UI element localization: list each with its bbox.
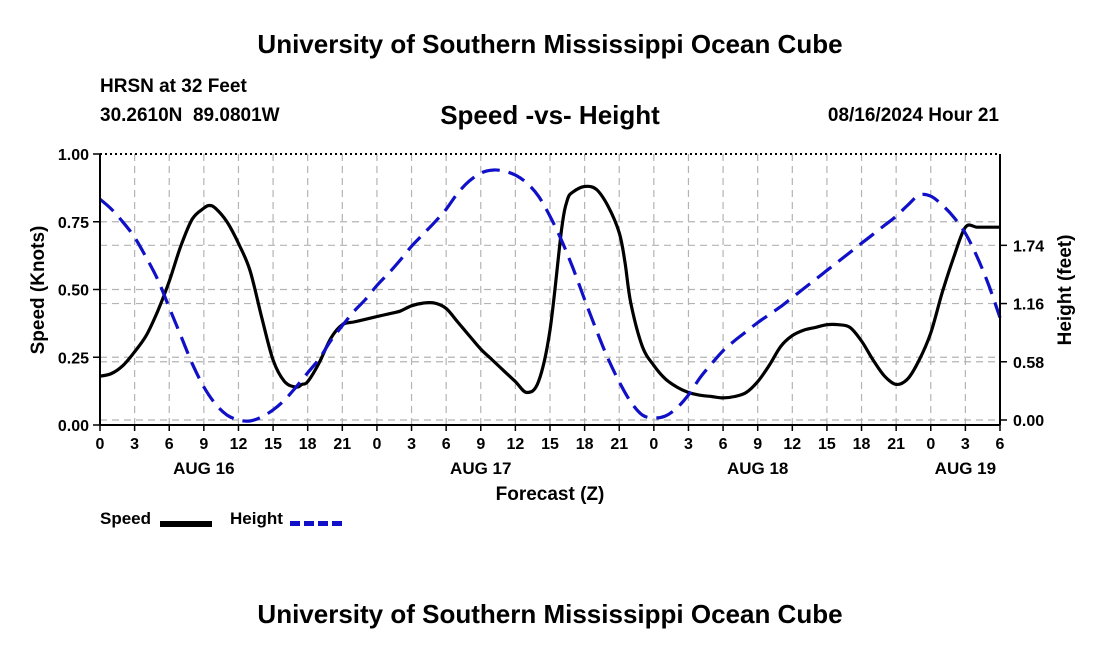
speed-height-chart: 0 3 6 9 12 15 18 21 0 3 6 9 12 15 18 21 0 3 6 9 12 15 18 21 0 3 6A… — [28, 147, 1076, 505]
y-tick-label: 0.00 — [58, 418, 89, 435]
day-label: AUG 17 — [450, 459, 511, 478]
y-axis-label-left: Speed (Knots) — [28, 226, 49, 355]
y-tick-label: 0.25 — [58, 350, 89, 367]
x-tick-label: 21 — [333, 436, 351, 453]
y-tick-label: 1.00 — [58, 147, 89, 164]
y2-tick-label: 0.58 — [1013, 355, 1044, 372]
x-tick-label: 9 — [753, 436, 762, 453]
x-tick-label: 9 — [199, 436, 208, 453]
x-tick-label: 3 — [684, 436, 693, 453]
x-tick-label: 3 — [407, 436, 416, 453]
x-tick-label: 0 — [926, 436, 935, 453]
day-label: AUG 16 — [173, 459, 234, 478]
station-coordinates: 30.2610N 89.0801W — [100, 105, 280, 126]
day-label: AUG 19 — [935, 459, 996, 478]
main-title: University of Southern Mississippi Ocean… — [257, 29, 843, 59]
x-tick-label: 9 — [476, 436, 485, 453]
x-tick-label: 6 — [996, 436, 1005, 453]
x-tick-label: 18 — [853, 436, 871, 453]
x-tick-label: 6 — [442, 436, 451, 453]
x-tick-label: 12 — [783, 436, 801, 453]
x-tick-label: 3 — [130, 436, 139, 453]
footer-title: University of Southern Mississippi Ocean… — [257, 599, 843, 629]
x-tick-label: 12 — [230, 436, 248, 453]
series-line-height — [98, 168, 1002, 423]
x-tick-label: 18 — [299, 436, 317, 453]
station-label: HRSN at 32 Feet — [100, 76, 247, 97]
y2-tick-label: 1.74 — [1013, 238, 1044, 255]
forecast-timestamp: 08/16/2024 Hour 21 — [827, 105, 999, 126]
x-tick-label: 18 — [576, 436, 594, 453]
x-tick-label: 21 — [610, 436, 628, 453]
x-tick-label: 0 — [649, 436, 658, 453]
y-tick-label: 0.50 — [58, 283, 89, 300]
x-tick-label: 15 — [818, 436, 836, 453]
x-tick-label: 21 — [887, 436, 905, 453]
y2-tick-label: 1.16 — [1013, 297, 1044, 314]
x-axis-label: Forecast (Z) — [496, 484, 605, 505]
x-tick-label: 3 — [961, 436, 970, 453]
y2-tick-label: 0.00 — [1013, 413, 1044, 430]
x-tick-label: 6 — [719, 436, 728, 453]
legend-label-height: Height — [230, 509, 283, 528]
series-line-speed — [99, 184, 1001, 400]
chart-subtitle: Speed -vs- Height — [440, 100, 660, 130]
x-tick-label: 15 — [264, 436, 282, 453]
x-tick-label: 12 — [506, 436, 524, 453]
series-layer — [98, 168, 1002, 423]
legend-swatch-speed — [160, 521, 212, 527]
y-tick-label: 0.75 — [58, 215, 89, 232]
legend-label-speed: Speed — [100, 509, 152, 528]
x-tick-label: 6 — [165, 436, 174, 453]
axes-layer: 0 3 6 9 12 15 18 21 0 3 6 9 12 15 18 21 0 3 6 9 12 15 18 21 0 3 6A… — [58, 147, 1044, 478]
day-label: AUG 18 — [727, 459, 788, 478]
grid-layer — [100, 154, 1000, 425]
x-tick-label: 0 — [96, 436, 105, 453]
x-tick-label: 15 — [541, 436, 559, 453]
y-axis-label-right: Height (feet) — [1055, 235, 1076, 346]
x-tick-label: 0 — [372, 436, 381, 453]
legend-swatch-height — [290, 521, 342, 526]
